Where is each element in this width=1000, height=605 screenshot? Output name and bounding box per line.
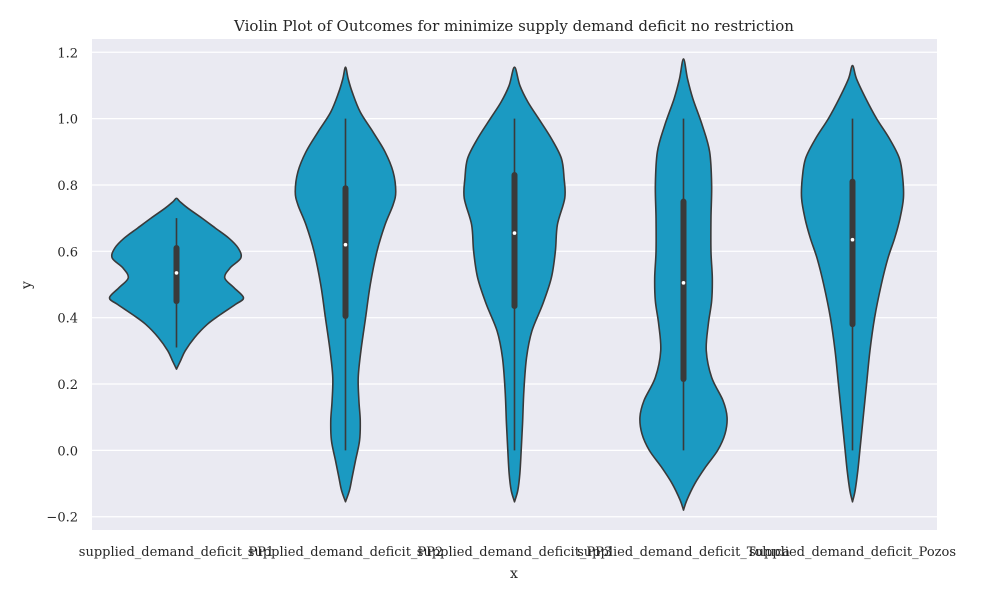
violin-median xyxy=(512,231,517,235)
y-tick-label: 0.0 xyxy=(57,444,78,459)
x-tick-label: supplied_demand_deficit_Pozos xyxy=(749,545,956,560)
violin xyxy=(463,66,566,503)
violin xyxy=(800,64,905,503)
violin-median xyxy=(850,237,855,242)
y-tick-label: 1.0 xyxy=(57,113,78,128)
x-axis-label: x xyxy=(510,566,518,582)
x-tick-label: supplied_demand_deficit_PP1 xyxy=(79,545,274,560)
violins xyxy=(108,58,905,511)
x-tick-label: supplied_demand_deficit_Toluca xyxy=(577,545,790,560)
x-tick-label: supplied_demand_deficit_PP3 xyxy=(417,545,612,560)
violin-median xyxy=(681,281,686,285)
x-tick-label: supplied_demand_deficit_PP2 xyxy=(248,545,443,560)
y-tick-label: 0.4 xyxy=(57,312,78,327)
violin xyxy=(108,197,245,370)
y-axis-ticks: −0.2 0.0 0.2 0.4 0.6 0.8 1.0 1.2 xyxy=(46,46,78,525)
violin-median xyxy=(174,271,179,275)
violin xyxy=(639,58,728,511)
y-tick-label: 0.2 xyxy=(57,378,78,393)
y-tick-label: 0.6 xyxy=(57,245,78,260)
y-tick-label: −0.2 xyxy=(46,511,78,526)
y-axis-label: y xyxy=(19,281,35,290)
violin-median xyxy=(343,242,348,247)
y-tick-label: 0.8 xyxy=(57,179,78,194)
chart-title: Violin Plot of Outcomes for minimize sup… xyxy=(233,17,794,35)
x-axis-ticks: supplied_demand_deficit_PP1supplied_dema… xyxy=(79,545,956,560)
y-tick-label: 1.2 xyxy=(57,46,78,61)
violin xyxy=(294,66,397,503)
